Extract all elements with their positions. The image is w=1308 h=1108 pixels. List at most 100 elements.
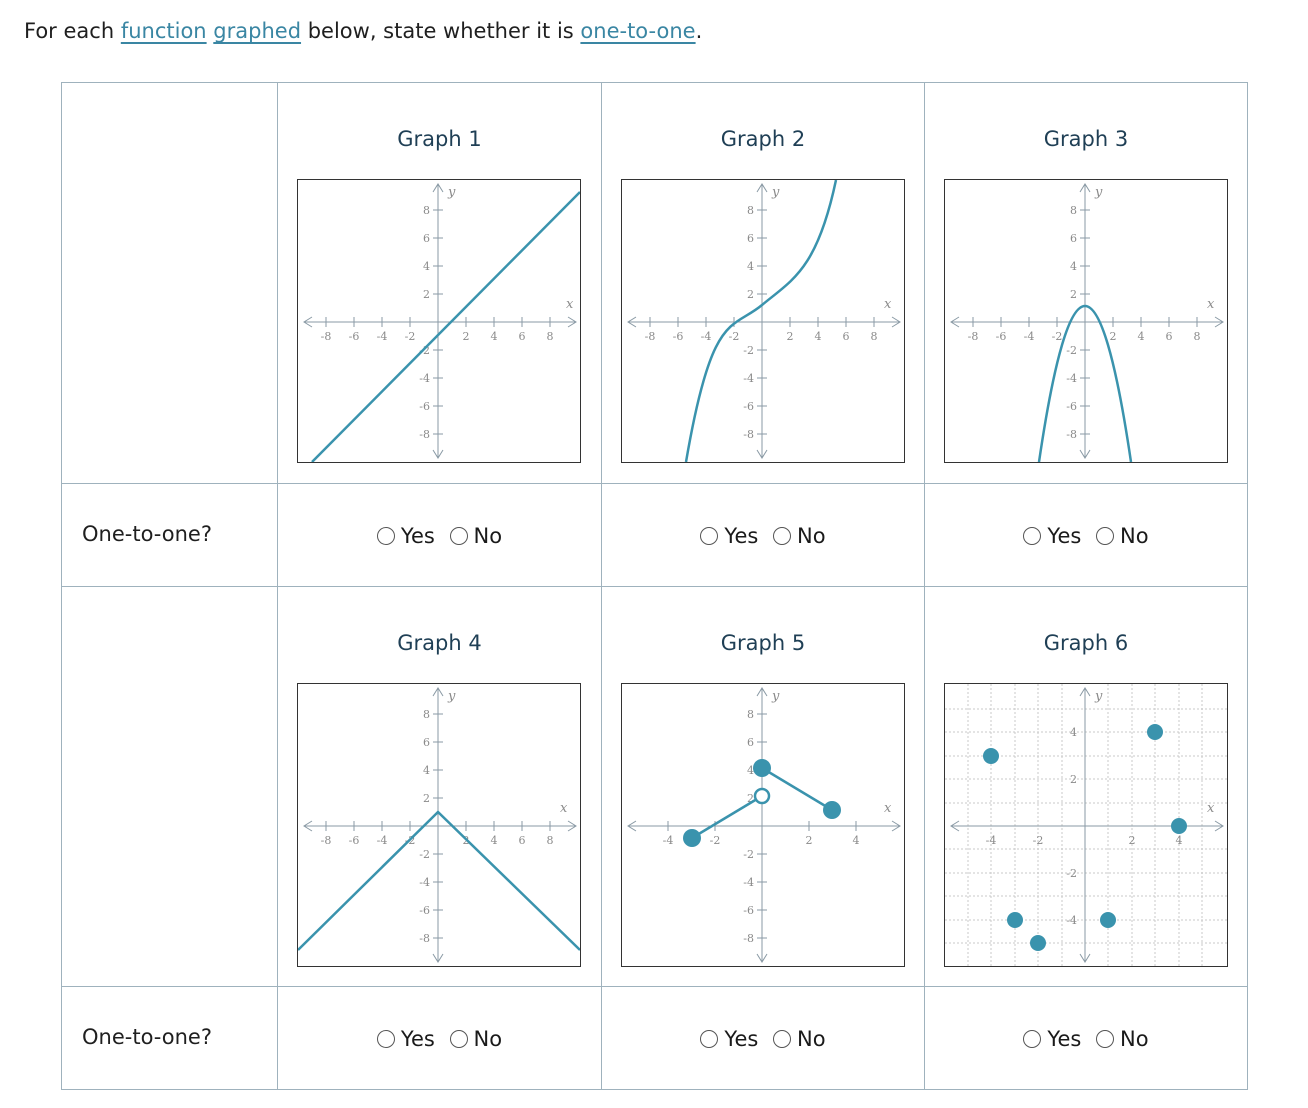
graph-1-ytick-4: 2	[423, 288, 430, 301]
graph-3-svg: -8 -6 -4 -2 2 4 6 8 8 6 4 2 -2 -4 -6 -8	[950, 183, 1224, 462]
graph-2-ytick-1: 8	[747, 204, 754, 217]
graph-3-ytick-6: -4	[1066, 372, 1077, 385]
graph-5-no-label: No	[797, 1027, 826, 1051]
graph-2-no-radio[interactable]	[773, 527, 792, 545]
graph-3-xtick-5: 2	[1110, 330, 1117, 343]
graph-3-yes-option[interactable]: Yes	[1023, 524, 1081, 548]
graph-4-title: Graph 4	[397, 631, 482, 655]
one-to-one-link[interactable]: one-to-one	[580, 19, 696, 43]
graph-4-yes-radio[interactable]	[376, 1030, 395, 1048]
graph-3-xtick-2: -6	[996, 330, 1007, 343]
graph-5-yes-option[interactable]: Yes	[700, 1027, 758, 1051]
graph-6-ytick-1: 4	[1070, 726, 1077, 739]
graph-1-yes-radio[interactable]	[376, 527, 395, 545]
graph-4-ytick-5: -2	[419, 848, 430, 861]
function-link[interactable]: function	[120, 19, 207, 43]
graph-1-ytick-6: -4	[419, 372, 430, 385]
graph-2-answers: Yes No	[602, 524, 924, 550]
graph-6-cell: Graph 6 -4 -2	[925, 587, 1247, 986]
graph-4-ytick-8: -8	[419, 932, 430, 945]
graph-6-xtick-3: 2	[1129, 834, 1136, 847]
graph-2-xtick-8: 8	[871, 330, 878, 343]
graph-3-y-axis-label: y	[1094, 185, 1103, 200]
graph-4-no-option[interactable]: No	[449, 1027, 502, 1051]
graphs-table: Graph 1 -8 -6 -4 -2 2	[61, 82, 1248, 1090]
graph-6-answers: Yes No	[925, 1027, 1247, 1053]
graph-6-answer-cell: Yes No	[925, 987, 1247, 1089]
graph-5-answer-cell: Yes No	[602, 987, 925, 1089]
graph-2-curve	[684, 180, 838, 462]
graph-2-x-axis-label: x	[884, 297, 892, 312]
graph-5-closed-point-top	[753, 759, 771, 777]
graph-2-svg: -8 -6 -4 -2 2 4 6 8 8 6 4 2 -2 -4 -6 -8	[627, 180, 901, 462]
graph-1-yes-option[interactable]: Yes	[376, 524, 435, 548]
graph-4-curve	[298, 810, 580, 951]
graphed-link[interactable]: graphed	[213, 19, 302, 43]
graph-1-no-option[interactable]: No	[449, 524, 503, 548]
graph-1-answers: Yes No	[278, 524, 601, 550]
graph-1-axes	[303, 183, 577, 459]
graph-2-ytick-4: 2	[747, 288, 754, 301]
graph-4-yes-option[interactable]: Yes	[376, 1027, 435, 1051]
graph-3-xtick-7: 6	[1166, 330, 1173, 343]
graph-5-segment-left	[691, 794, 763, 840]
one-to-one-label-1: One-to-one?	[82, 522, 212, 546]
graph-1-no-radio[interactable]	[449, 527, 468, 545]
graph-4-yes-label: Yes	[400, 1027, 435, 1051]
graph-6-ytick-3: -2	[1066, 867, 1077, 880]
graph-4-ytick-3: 4	[423, 764, 430, 777]
graph-2-xtick-4: -2	[729, 330, 740, 343]
graph-3-no-option[interactable]: No	[1096, 524, 1149, 548]
graph-2-xtick-5: 2	[787, 330, 794, 343]
graph-6-no-radio[interactable]	[1096, 1030, 1115, 1048]
graph-1-cell: Graph 1 -8 -6 -4 -2 2	[278, 83, 602, 483]
graph-5-no-radio[interactable]	[773, 1030, 792, 1048]
graph-1-xtick-1: -8	[321, 330, 332, 343]
graph-4-xtick-7: 6	[519, 834, 526, 847]
graph-6-yes-radio[interactable]	[1023, 1030, 1042, 1048]
graph-5-no-option[interactable]: No	[773, 1027, 826, 1051]
graph-4-xtick-3: -4	[377, 834, 388, 847]
graph-2-yes-option[interactable]: Yes	[700, 524, 758, 548]
graph-2-xtick-2: -6	[673, 330, 684, 343]
graph-2-xtick-3: -4	[701, 330, 712, 343]
graph-2-no-option[interactable]: No	[773, 524, 826, 548]
answer-row-1-label-cell: One-to-one?	[62, 484, 278, 586]
graph-5-xtick-1: -4	[663, 834, 674, 847]
graph-3-answers: Yes No	[925, 524, 1247, 550]
graph-2-xtick-1: -8	[645, 330, 656, 343]
graph-6-no-option[interactable]: No	[1096, 1027, 1149, 1051]
graph-6-yes-option[interactable]: Yes	[1023, 1027, 1081, 1051]
graph-5-segment-right	[761, 766, 833, 812]
graph-3-xtick-4: -2	[1052, 330, 1063, 343]
graph-2-ytick-2: 6	[747, 232, 754, 245]
graph-5-yes-radio[interactable]	[700, 1030, 719, 1048]
graph-5-x-axis-label: x	[884, 801, 892, 816]
graph-1-y-axis-label: y	[447, 185, 456, 200]
graph-3-no-radio[interactable]	[1096, 527, 1115, 545]
graph-4-y-axis-label: y	[447, 689, 456, 704]
graph-1-ytick-1: 8	[423, 204, 430, 217]
graph-4-no-radio[interactable]	[449, 1030, 468, 1048]
graph-3-yes-radio[interactable]	[1023, 527, 1042, 545]
graph-1-ytick-3: 4	[423, 260, 430, 273]
graph-1-answer-cell: Yes No	[278, 484, 602, 586]
graph-5-ytick-7: -6	[743, 904, 754, 917]
graph-2-ytick-7: -6	[743, 400, 754, 413]
graph-1-xtick-3: -4	[377, 330, 388, 343]
graph-2-yes-radio[interactable]	[700, 527, 719, 545]
graph-4-xtick-2: -6	[349, 834, 360, 847]
graph-2-plot: -8 -6 -4 -2 2 4 6 8 8 6 4 2 -2 -4 -6 -8	[621, 179, 905, 463]
graph-6-y-axis-label: y	[1094, 689, 1103, 704]
graph-5-closed-point-left	[683, 829, 701, 847]
graph-5-ytick-1: 8	[747, 708, 754, 721]
graph-1-xtick-6: 4	[491, 330, 498, 343]
graph-2-axes	[627, 183, 901, 459]
graph-6-point-2	[1007, 912, 1023, 928]
graph-3-ytick-2: 6	[1070, 232, 1077, 245]
graph-1-no-label: No	[473, 524, 503, 548]
graph-6-plot: -4 -2 2 4 4 2 -2 -4 x y	[944, 683, 1228, 967]
graph-6-point-4	[1100, 912, 1116, 928]
graph-row-1: Graph 1 -8 -6 -4 -2 2	[62, 83, 1247, 484]
graph-6-no-label: No	[1120, 1027, 1149, 1051]
